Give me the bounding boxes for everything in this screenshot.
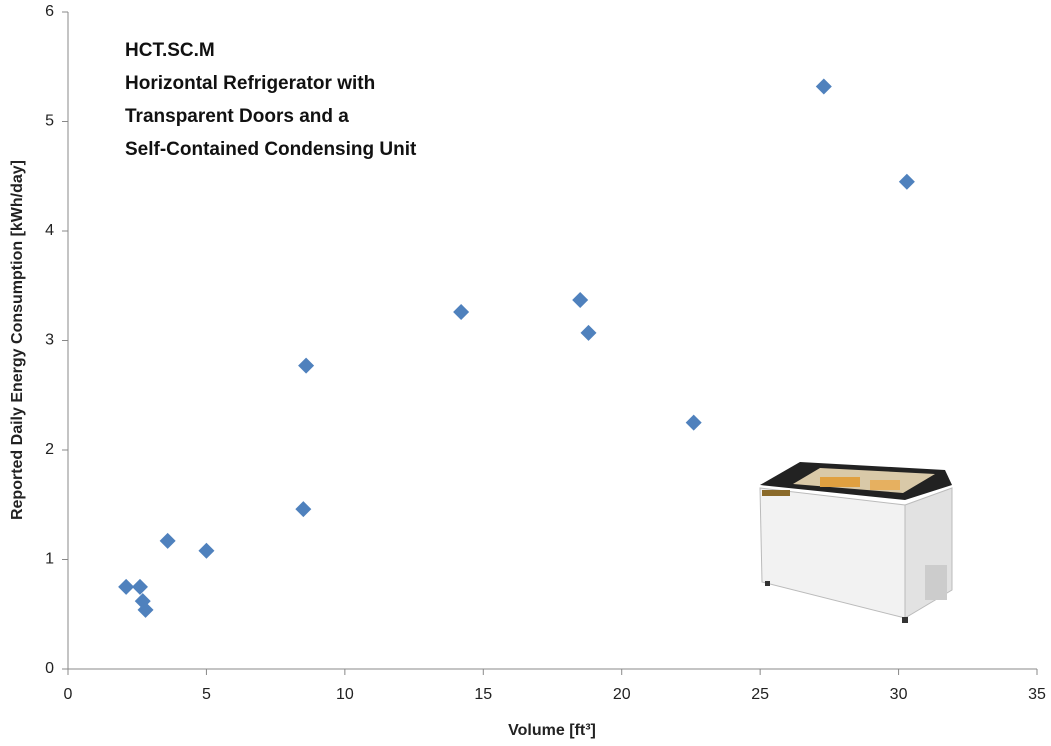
data-point [295, 501, 312, 518]
data-point [453, 304, 470, 321]
data-point [685, 414, 702, 431]
y-tick-label: 6 [45, 3, 54, 20]
data-point [198, 542, 215, 559]
data-point [118, 578, 135, 595]
data-point [572, 291, 589, 308]
x-tick-label: 15 [474, 686, 492, 703]
y-tick-label: 0 [45, 660, 54, 677]
title-block: HCT.SC.M Horizontal Refrigerator with Tr… [125, 40, 417, 160]
y-axis-title: Reported Daily Energy Consumption [kWh/d… [9, 160, 26, 520]
data-point [580, 324, 597, 341]
data-point [815, 78, 832, 95]
x-axis-title: Volume [ft³] [508, 722, 596, 739]
y-tick-label: 5 [45, 113, 54, 130]
x-tick-label: 0 [64, 686, 73, 703]
x-tick-label: 30 [890, 686, 908, 703]
y-tick-label: 4 [45, 222, 54, 239]
annotation-line: Transparent Doors and a [125, 106, 349, 127]
x-tick-label: 10 [336, 686, 354, 703]
x-tick-label: 5 [202, 686, 211, 703]
annotation-line: Self-Contained Condensing Unit [125, 139, 417, 160]
data-point [137, 601, 154, 618]
y-tick-label: 1 [45, 551, 54, 568]
y-tick-label: 2 [45, 441, 54, 458]
data-point [298, 357, 315, 374]
annotation-line: Horizontal Refrigerator with [125, 73, 375, 94]
y-tick-label: 3 [45, 332, 54, 349]
data-point [898, 173, 915, 190]
data-point [159, 532, 176, 549]
x-tick-label: 20 [613, 686, 631, 703]
freezer-illustration [759, 462, 953, 623]
x-tick-label: 35 [1028, 686, 1046, 703]
data-point [131, 578, 148, 595]
annotation-line: HCT.SC.M [125, 40, 215, 61]
x-tick-label: 25 [751, 686, 769, 703]
